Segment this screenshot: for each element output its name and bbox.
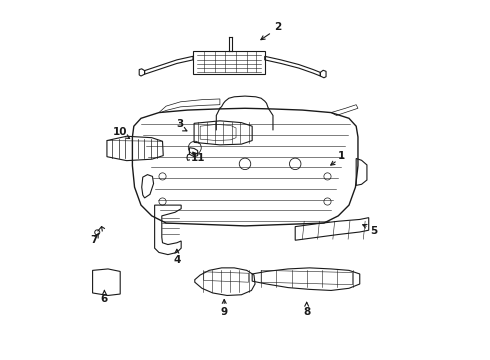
Text: 5: 5 — [370, 226, 377, 236]
Text: 7: 7 — [91, 235, 98, 245]
Text: 4: 4 — [173, 255, 180, 265]
Text: 2: 2 — [273, 22, 281, 32]
Text: 3: 3 — [176, 120, 183, 129]
Text: 8: 8 — [303, 307, 310, 317]
Text: 11: 11 — [191, 153, 206, 163]
Text: 9: 9 — [220, 307, 228, 317]
Text: 1: 1 — [338, 150, 345, 161]
Text: 6: 6 — [101, 294, 108, 304]
Text: 10: 10 — [113, 127, 128, 136]
